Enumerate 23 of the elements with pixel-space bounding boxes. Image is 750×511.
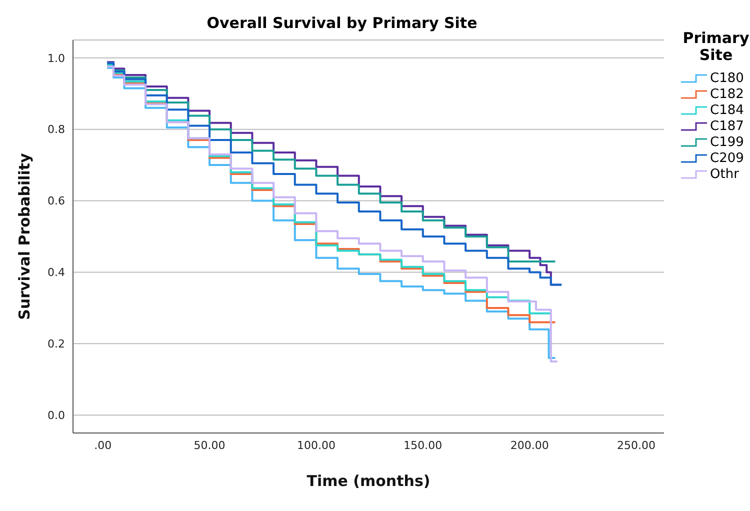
x-tick-label: 250.00 [617, 438, 656, 452]
legend-label: C184 [710, 102, 744, 118]
y-tick-label: 0.6 [48, 194, 65, 208]
legend-label: C209 [710, 150, 744, 166]
x-axis-title: Time (months) [306, 472, 430, 490]
legend-label: C199 [710, 134, 744, 150]
legend-title: Primary Site [682, 29, 750, 64]
x-tick-label: 150.00 [404, 438, 442, 452]
x-tick-label: 200.00 [510, 438, 549, 452]
legend-label: C180 [710, 70, 744, 86]
y-tick-label: 0.2 [48, 338, 65, 351]
chart-title: Overall Survival by Primary Site [206, 14, 478, 32]
legend-label: C187 [710, 118, 744, 134]
legend-label: Othr [710, 166, 739, 182]
y-axis-title: Survival Probability [15, 152, 34, 320]
y-tick-label: 0.0 [48, 409, 65, 422]
x-tick-label: 100.00 [296, 438, 336, 452]
x-tick-label: 50.00 [194, 438, 226, 452]
y-tick-label: 0.4 [48, 266, 65, 280]
legend-label: C182 [710, 86, 744, 102]
y-tick-label: 0.8 [48, 123, 65, 136]
y-tick-label: 1.0 [48, 52, 65, 65]
x-tick-label: .00 [94, 438, 112, 452]
